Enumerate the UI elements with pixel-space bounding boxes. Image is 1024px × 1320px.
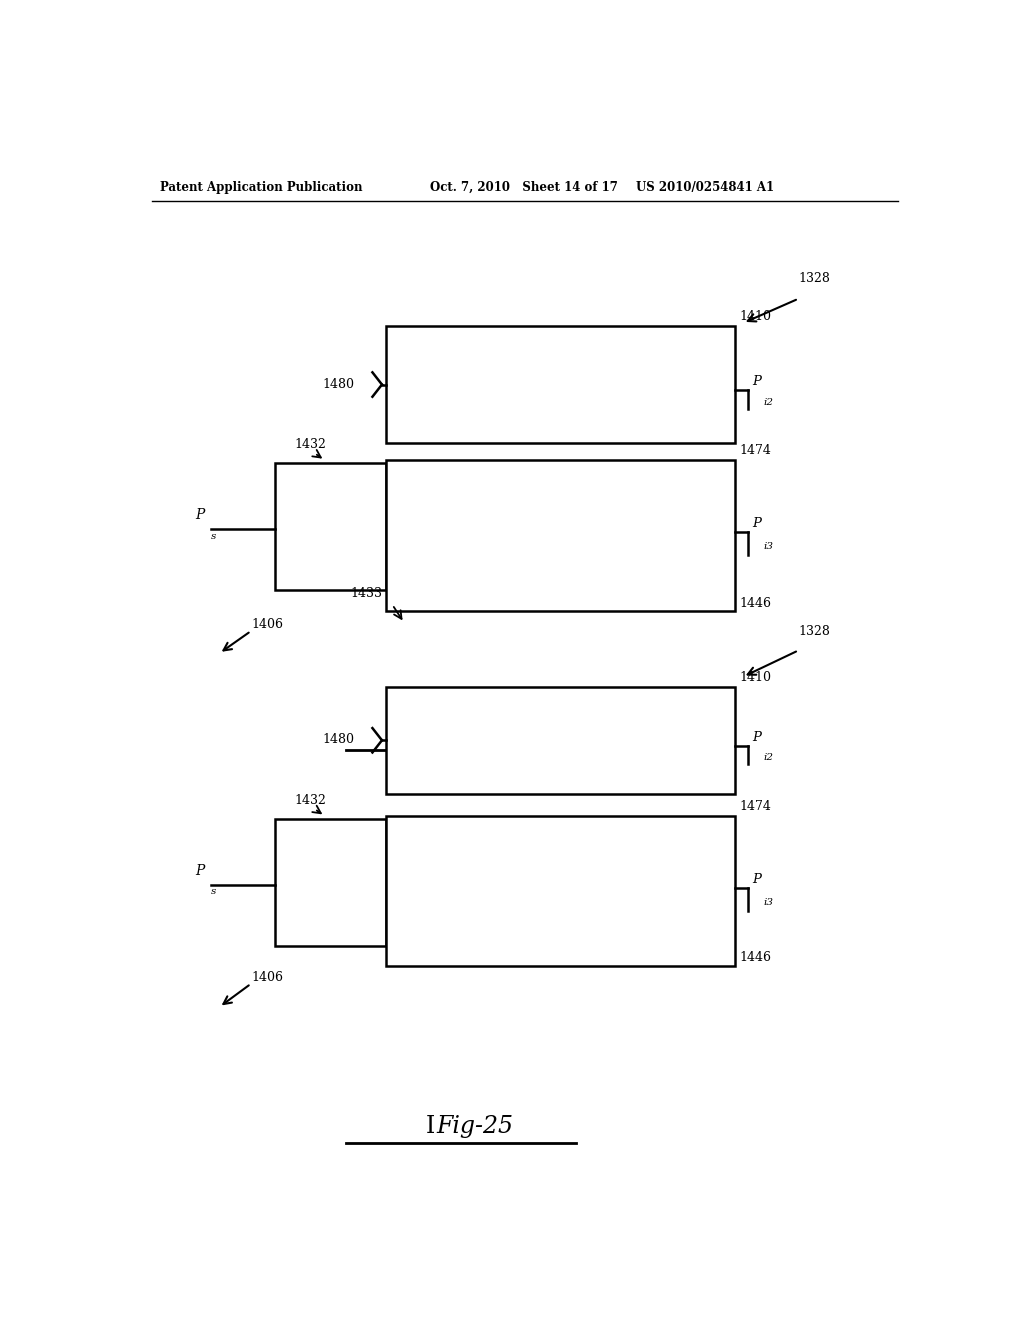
Text: P: P: [196, 508, 205, 523]
Text: P: P: [753, 874, 762, 886]
Text: I: I: [426, 721, 435, 744]
Text: US 2010/0254841 A1: US 2010/0254841 A1: [636, 181, 774, 194]
Text: i2: i2: [764, 752, 774, 762]
Bar: [386, 686, 735, 793]
Text: s: s: [211, 532, 217, 541]
Text: 1433: 1433: [350, 586, 382, 599]
Text: i2: i2: [764, 397, 774, 407]
Text: Fig-25: Fig-25: [436, 1114, 513, 1138]
Text: P: P: [753, 730, 762, 743]
Text: 1432: 1432: [295, 793, 327, 807]
Text: 1410: 1410: [739, 310, 771, 323]
Text: Fig-24: Fig-24: [436, 721, 513, 744]
Bar: [274, 818, 386, 946]
Bar: [386, 461, 735, 611]
Text: 1406: 1406: [251, 970, 283, 983]
Text: 1432: 1432: [295, 438, 327, 451]
Text: I: I: [426, 1114, 435, 1138]
Text: i3: i3: [764, 541, 774, 550]
Bar: [386, 816, 735, 966]
Text: Patent Application Publication: Patent Application Publication: [160, 181, 362, 194]
Bar: [386, 326, 735, 444]
Text: 1406: 1406: [251, 618, 283, 631]
Text: 1480: 1480: [323, 378, 354, 391]
Text: Oct. 7, 2010   Sheet 14 of 17: Oct. 7, 2010 Sheet 14 of 17: [430, 181, 617, 194]
Text: 1328: 1328: [799, 626, 830, 638]
Bar: [274, 463, 386, 590]
Text: 1410: 1410: [739, 671, 771, 684]
Text: 1474: 1474: [739, 800, 771, 813]
Text: P: P: [753, 517, 762, 531]
Text: 1474: 1474: [739, 445, 771, 457]
Text: 1446: 1446: [739, 952, 771, 965]
Text: 1446: 1446: [739, 597, 771, 610]
Text: 1328: 1328: [799, 272, 830, 285]
Text: P: P: [753, 375, 762, 388]
Text: i3: i3: [764, 898, 774, 907]
Text: P: P: [196, 865, 205, 878]
Text: s: s: [211, 887, 217, 896]
Text: 1480: 1480: [323, 734, 354, 746]
